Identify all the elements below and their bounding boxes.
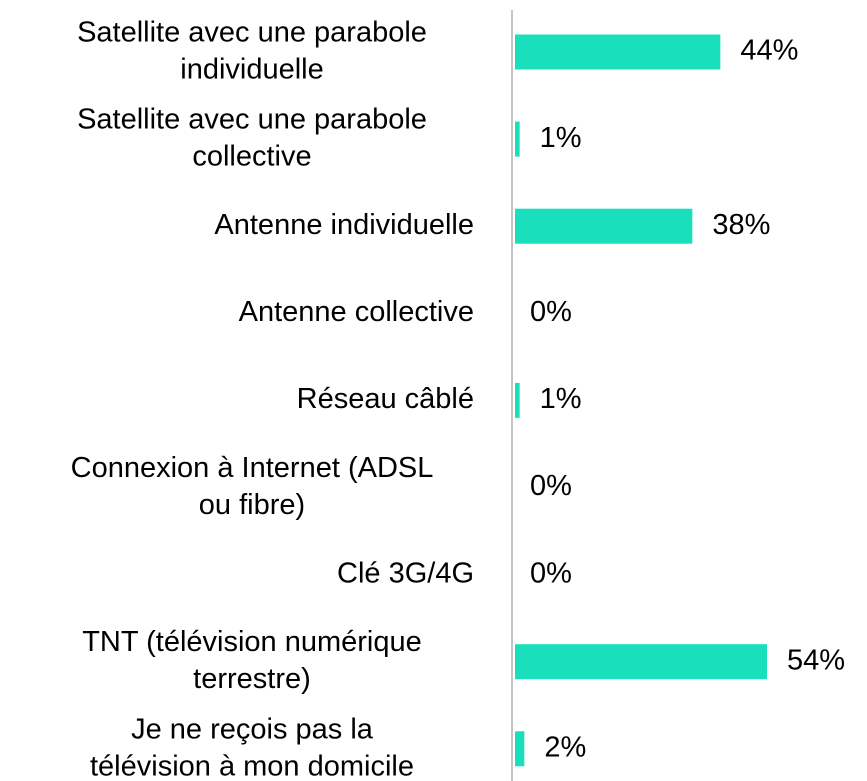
category-label: Je ne reçois pas la télévision à mon domi…	[90, 713, 414, 781]
value-label: 0%	[530, 296, 572, 328]
category-label: Antenne individuelle	[214, 209, 474, 241]
category-label: Réseau câblé	[297, 383, 474, 415]
category-label: Antenne collective	[239, 296, 474, 328]
bar	[515, 34, 721, 70]
category-label: Satellite avec une parabole individuelle	[77, 16, 427, 85]
value-label: 1%	[540, 122, 582, 154]
category-label: TNT (télévision numérique terrestre)	[82, 626, 422, 695]
bar	[515, 121, 520, 157]
category-label: Clé 3G/4G	[337, 557, 474, 589]
value-label: 1%	[540, 383, 582, 415]
value-label: 2%	[544, 731, 586, 763]
value-label: 54%	[787, 644, 845, 676]
value-label: 0%	[530, 557, 572, 589]
category-label: Satellite avec une parabole collective	[77, 103, 427, 172]
value-label: 44%	[740, 35, 798, 67]
category-label: Connexion à Internet (ADSL ou fibre)	[71, 452, 434, 521]
bar	[515, 644, 767, 680]
bar	[515, 208, 693, 244]
bar	[515, 382, 520, 418]
value-label: 38%	[712, 209, 770, 241]
bar	[515, 731, 525, 767]
value-label: 0%	[530, 470, 572, 502]
